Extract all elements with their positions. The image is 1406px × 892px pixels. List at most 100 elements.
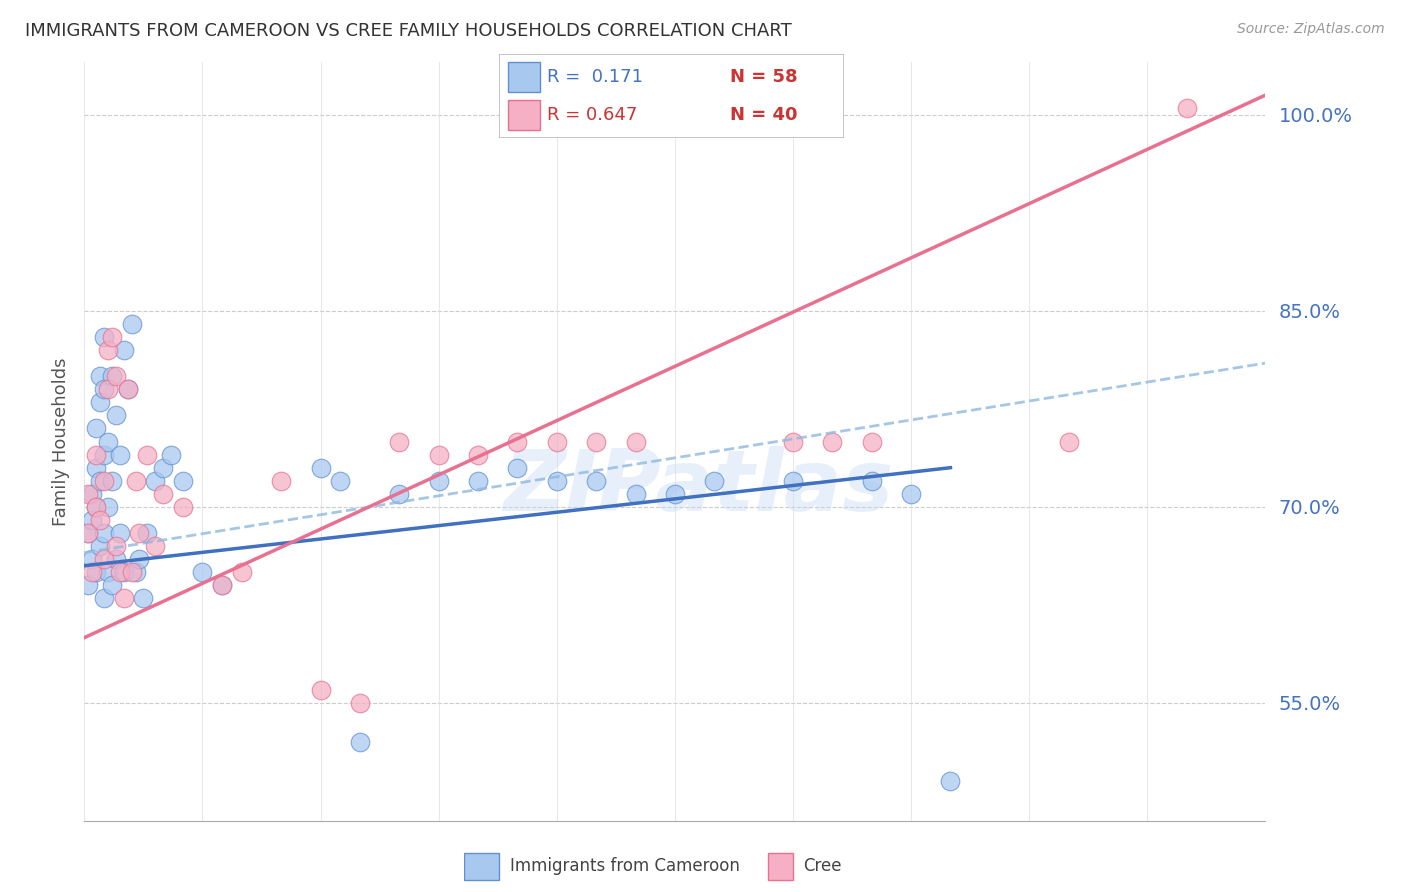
Point <box>101 578 124 592</box>
Point <box>104 369 127 384</box>
Point <box>89 369 111 384</box>
Text: Cree: Cree <box>803 857 842 875</box>
Point <box>860 434 883 449</box>
Point <box>427 448 450 462</box>
FancyBboxPatch shape <box>464 853 499 880</box>
Point <box>309 682 332 697</box>
Point <box>664 487 686 501</box>
Point <box>84 500 107 514</box>
Point <box>160 448 183 462</box>
Point <box>467 448 489 462</box>
Point <box>89 395 111 409</box>
FancyBboxPatch shape <box>768 853 793 880</box>
Point <box>270 474 292 488</box>
Point <box>506 434 529 449</box>
Point <box>388 487 411 501</box>
Point <box>172 474 194 488</box>
Point <box>108 566 131 580</box>
Point <box>136 448 159 462</box>
Point <box>782 474 804 488</box>
Point <box>900 487 922 501</box>
Point <box>97 566 120 580</box>
Point <box>782 434 804 449</box>
Point <box>89 539 111 553</box>
Point <box>624 487 647 501</box>
Point <box>93 552 115 566</box>
Point <box>128 526 150 541</box>
Text: Source: ZipAtlas.com: Source: ZipAtlas.com <box>1237 22 1385 37</box>
Point <box>585 474 607 488</box>
Point <box>1175 101 1198 115</box>
Point <box>93 526 115 541</box>
Point <box>349 735 371 749</box>
Point <box>143 539 166 553</box>
Point <box>124 474 146 488</box>
Point <box>82 566 104 580</box>
Point <box>84 566 107 580</box>
Point <box>309 460 332 475</box>
Point <box>104 552 127 566</box>
Point <box>93 382 115 396</box>
Text: IMMIGRANTS FROM CAMEROON VS CREE FAMILY HOUSEHOLDS CORRELATION CHART: IMMIGRANTS FROM CAMEROON VS CREE FAMILY … <box>25 22 792 40</box>
Point <box>703 474 725 488</box>
Point <box>467 474 489 488</box>
Point <box>191 566 214 580</box>
Point <box>112 343 135 357</box>
Point <box>84 460 107 475</box>
Point <box>349 696 371 710</box>
Point <box>860 474 883 488</box>
Point <box>82 513 104 527</box>
Point <box>84 500 107 514</box>
Point <box>231 566 253 580</box>
Point <box>388 434 411 449</box>
Point <box>93 591 115 606</box>
Point <box>585 434 607 449</box>
Point <box>136 526 159 541</box>
Point <box>152 487 174 501</box>
Point <box>93 448 115 462</box>
Point <box>97 434 120 449</box>
FancyBboxPatch shape <box>499 54 844 138</box>
Point <box>546 434 568 449</box>
Point <box>97 500 120 514</box>
Text: N = 40: N = 40 <box>730 106 797 124</box>
Point <box>77 526 100 541</box>
Point <box>124 566 146 580</box>
Point <box>117 382 139 396</box>
Point <box>117 382 139 396</box>
Point <box>172 500 194 514</box>
Point <box>89 474 111 488</box>
Point <box>112 566 135 580</box>
Point <box>128 552 150 566</box>
Point <box>77 487 100 501</box>
Point <box>82 552 104 566</box>
Point <box>77 526 100 541</box>
Point <box>546 474 568 488</box>
Point <box>427 474 450 488</box>
Point <box>143 474 166 488</box>
Point <box>93 474 115 488</box>
Point <box>132 591 155 606</box>
Point <box>93 330 115 344</box>
Point <box>101 369 124 384</box>
Point <box>121 317 143 331</box>
Point <box>506 460 529 475</box>
Text: N = 58: N = 58 <box>730 68 797 86</box>
Text: R = 0.647: R = 0.647 <box>547 106 638 124</box>
Point <box>89 513 111 527</box>
Point <box>82 487 104 501</box>
Point <box>211 578 233 592</box>
Point <box>108 448 131 462</box>
Text: ZIPatlas: ZIPatlas <box>503 445 894 529</box>
Point <box>939 774 962 789</box>
FancyBboxPatch shape <box>508 62 540 92</box>
Point <box>101 474 124 488</box>
Point <box>77 578 100 592</box>
Point <box>84 421 107 435</box>
Point <box>121 566 143 580</box>
Point <box>112 591 135 606</box>
Point <box>104 539 127 553</box>
Point <box>821 434 844 449</box>
Point <box>97 343 120 357</box>
Point <box>1057 434 1080 449</box>
